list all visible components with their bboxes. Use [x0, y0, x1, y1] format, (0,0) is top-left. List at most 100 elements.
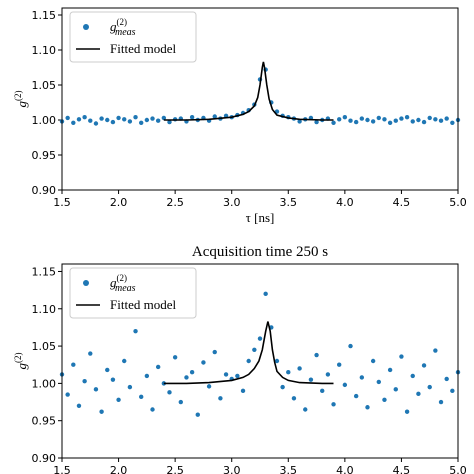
legend-sub: meas: [115, 283, 136, 294]
legend-box: [69, 267, 197, 319]
data-point: [122, 117, 127, 122]
data-point: [218, 396, 223, 401]
data-point: [71, 120, 76, 126]
data-point: [433, 348, 438, 353]
x-tick-label: 2.5: [166, 196, 184, 209]
legend-sup: (2): [117, 17, 128, 27]
data-point: [353, 119, 359, 125]
data-point: [314, 352, 319, 358]
data-point: [359, 375, 365, 380]
data-point: [116, 397, 121, 402]
y-tick-label: 1.00: [32, 377, 57, 390]
data-point: [257, 336, 263, 341]
data-point: [297, 366, 302, 371]
data-point: [212, 349, 217, 355]
data-point: [88, 118, 93, 123]
legend-marker: [83, 280, 89, 286]
y-tick-label: 0.90: [32, 452, 57, 465]
y-tick-label: 1.15: [32, 265, 57, 278]
data-point: [195, 412, 200, 417]
data-point: [450, 388, 455, 394]
data-point: [421, 119, 427, 125]
data-point: [105, 367, 110, 373]
data-point: [342, 115, 348, 120]
data-point: [331, 120, 336, 126]
legend-sub: meas: [115, 27, 136, 38]
x-tick-label: 4.0: [336, 464, 354, 474]
fit-line: [163, 321, 334, 385]
x-tick-label: 4.5: [393, 464, 411, 474]
data-point: [93, 121, 99, 126]
data-point: [438, 399, 444, 405]
data-point: [223, 372, 229, 377]
data-point: [212, 114, 217, 119]
y-label-sup: (2): [13, 91, 23, 102]
data-point: [127, 384, 133, 390]
legend-name: g: [110, 19, 117, 34]
data-point: [393, 118, 398, 123]
data-point: [337, 362, 342, 367]
x-tick-label: 3.5: [280, 464, 298, 474]
y-tick-label: 1.10: [32, 303, 57, 316]
data-point: [82, 378, 87, 384]
x-tick-label: 2.0: [110, 464, 128, 474]
data-point: [133, 328, 138, 334]
y-tick-label: 1.15: [32, 9, 57, 22]
data-point: [433, 117, 438, 122]
data-point: [150, 116, 155, 121]
data-point: [303, 407, 308, 412]
data-point: [416, 391, 421, 397]
data-point: [65, 115, 70, 121]
data-point: [337, 117, 342, 122]
data-point: [359, 116, 365, 121]
x-tick-label: 1.5: [53, 464, 71, 474]
data-point: [246, 358, 251, 364]
data-point: [65, 392, 70, 397]
y-tick-label: 1.05: [32, 340, 57, 353]
data-point: [342, 382, 348, 388]
x-tick-label: 2.5: [166, 464, 184, 474]
y-label-main: g: [14, 363, 29, 370]
data-point: [382, 117, 387, 122]
data-point: [404, 409, 410, 414]
data-point: [155, 118, 161, 123]
data-point: [382, 397, 387, 402]
data-point: [365, 117, 370, 123]
data-point: [127, 119, 133, 124]
data-point: [410, 373, 415, 379]
y-label-sup: (2): [13, 353, 23, 364]
x-tick-label: 5.0: [449, 464, 467, 474]
chart-title: Acquisition time 250 s: [192, 244, 328, 260]
data-point: [110, 119, 116, 125]
data-point: [235, 373, 240, 379]
data-point: [376, 115, 381, 121]
data-point: [189, 369, 195, 375]
data-point: [427, 115, 432, 121]
legend-sup: (2): [117, 273, 128, 283]
x-tick-label: 1.5: [53, 196, 71, 209]
y-tick-label: 1.00: [32, 114, 57, 127]
data-point: [450, 120, 455, 126]
data-point: [155, 364, 161, 370]
data-point: [240, 388, 246, 394]
data-point: [370, 358, 376, 364]
data-point: [320, 388, 325, 394]
data-point: [416, 117, 421, 123]
data-point: [353, 393, 359, 399]
data-point: [365, 405, 370, 410]
y-axis-label: g(2): [13, 91, 29, 108]
data-point: [189, 115, 195, 120]
data-point: [331, 402, 336, 407]
data-point: [150, 407, 155, 412]
data-point: [399, 116, 404, 121]
data-point: [71, 362, 76, 367]
x-tick-label: 2.0: [110, 196, 128, 209]
data-point: [76, 117, 82, 122]
legend-label: g(2) meas: [110, 17, 136, 38]
data-point: [93, 387, 99, 392]
data-point: [421, 363, 427, 368]
data-point: [314, 119, 319, 125]
data-point: [348, 118, 353, 123]
data-point: [122, 358, 127, 364]
legend-name: Fitted model: [110, 297, 176, 312]
